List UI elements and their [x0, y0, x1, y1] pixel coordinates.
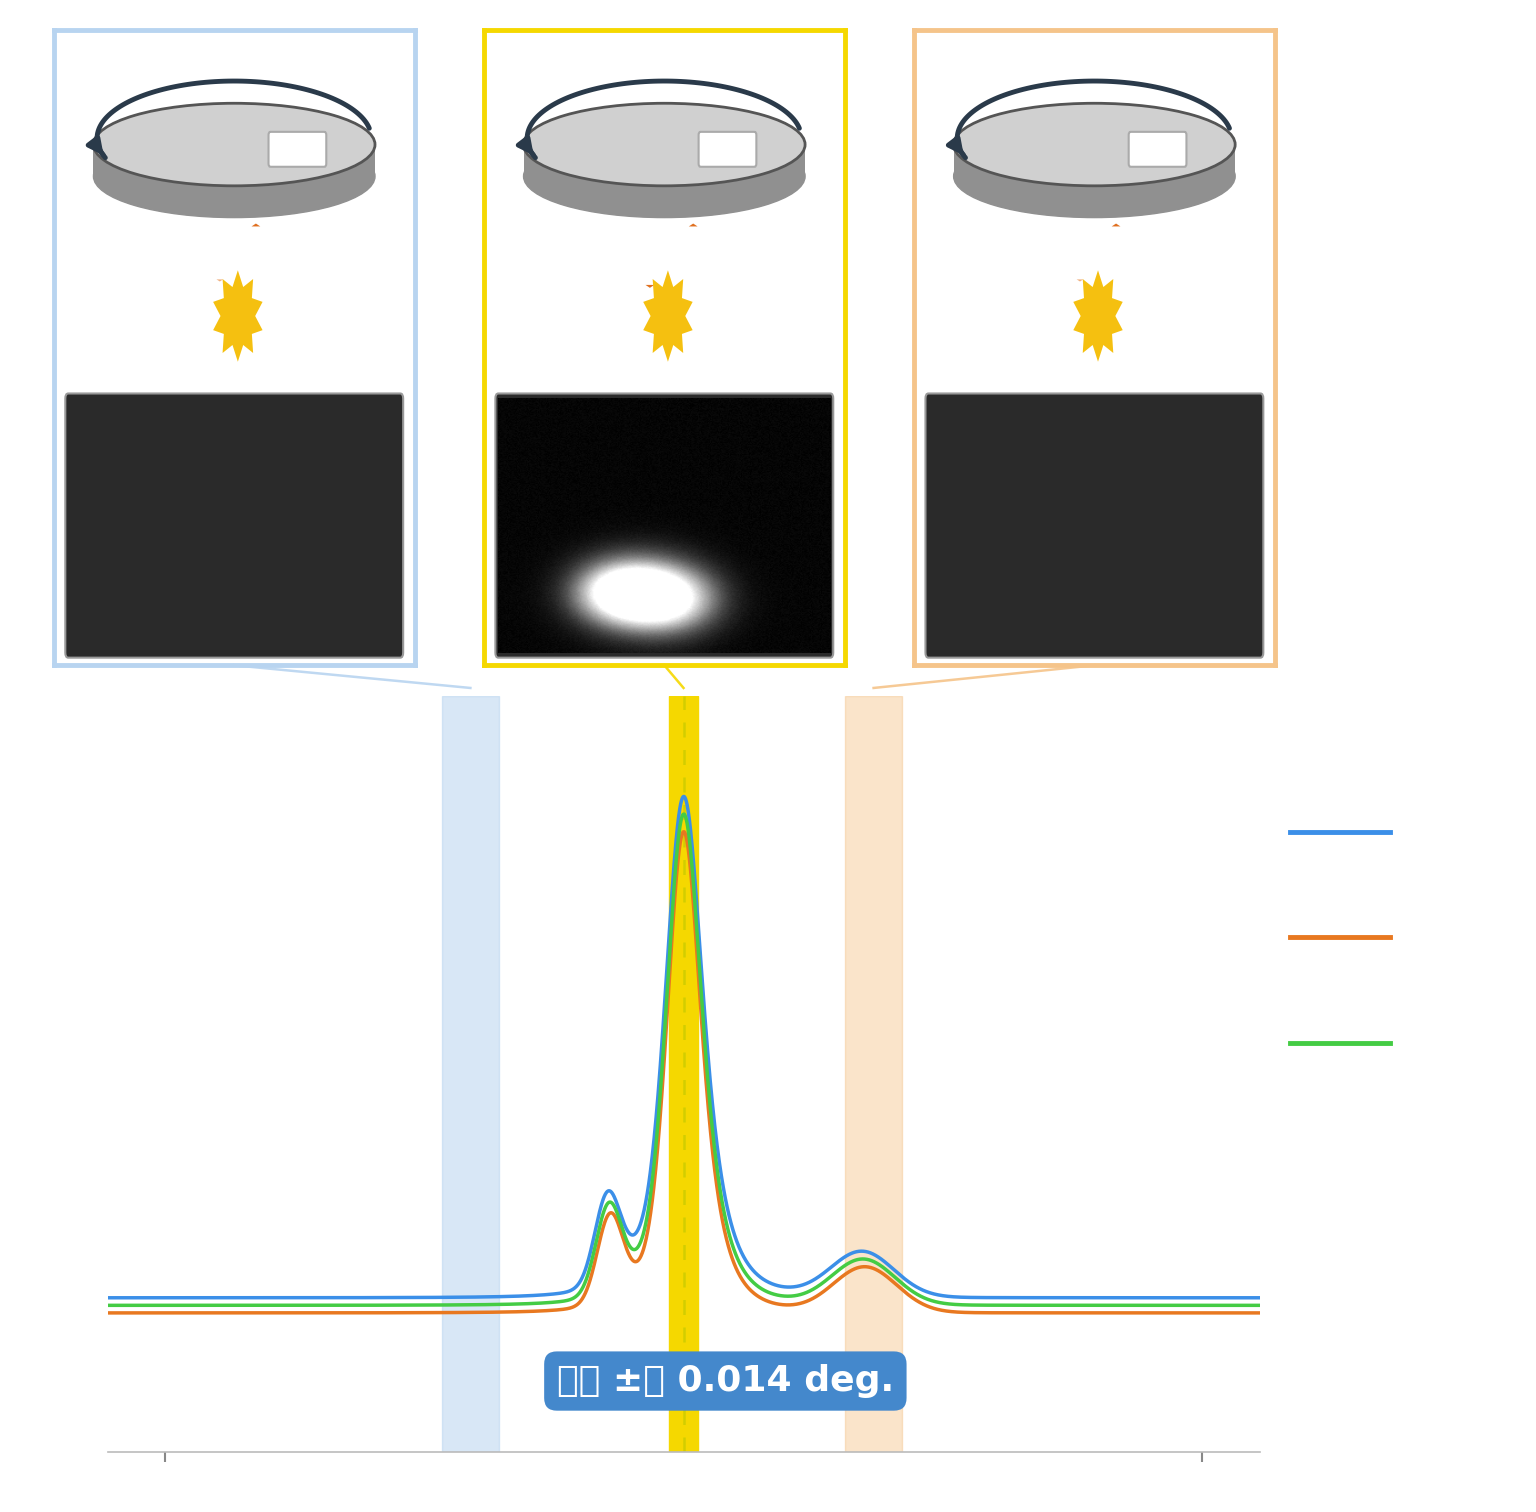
FancyBboxPatch shape [269, 132, 326, 166]
Ellipse shape [954, 135, 1235, 218]
Bar [94, 145, 375, 177]
Ellipse shape [94, 135, 375, 218]
Ellipse shape [954, 103, 1235, 186]
Polygon shape [214, 271, 263, 361]
FancyBboxPatch shape [66, 393, 402, 658]
Bar [670, 696, 697, 1452]
Bar [845, 696, 902, 1452]
Bar [524, 145, 805, 177]
FancyBboxPatch shape [699, 132, 756, 166]
Ellipse shape [524, 103, 805, 186]
FancyBboxPatch shape [926, 393, 1263, 658]
FancyBboxPatch shape [496, 393, 833, 658]
FancyBboxPatch shape [1129, 132, 1186, 166]
Ellipse shape [94, 103, 375, 186]
Polygon shape [644, 271, 693, 361]
Polygon shape [1074, 271, 1123, 361]
Bar [442, 696, 499, 1452]
Text: 精度 ±約 0.014 deg.: 精度 ±約 0.014 deg. [556, 1364, 894, 1399]
Ellipse shape [524, 135, 805, 218]
Bar [954, 145, 1235, 177]
